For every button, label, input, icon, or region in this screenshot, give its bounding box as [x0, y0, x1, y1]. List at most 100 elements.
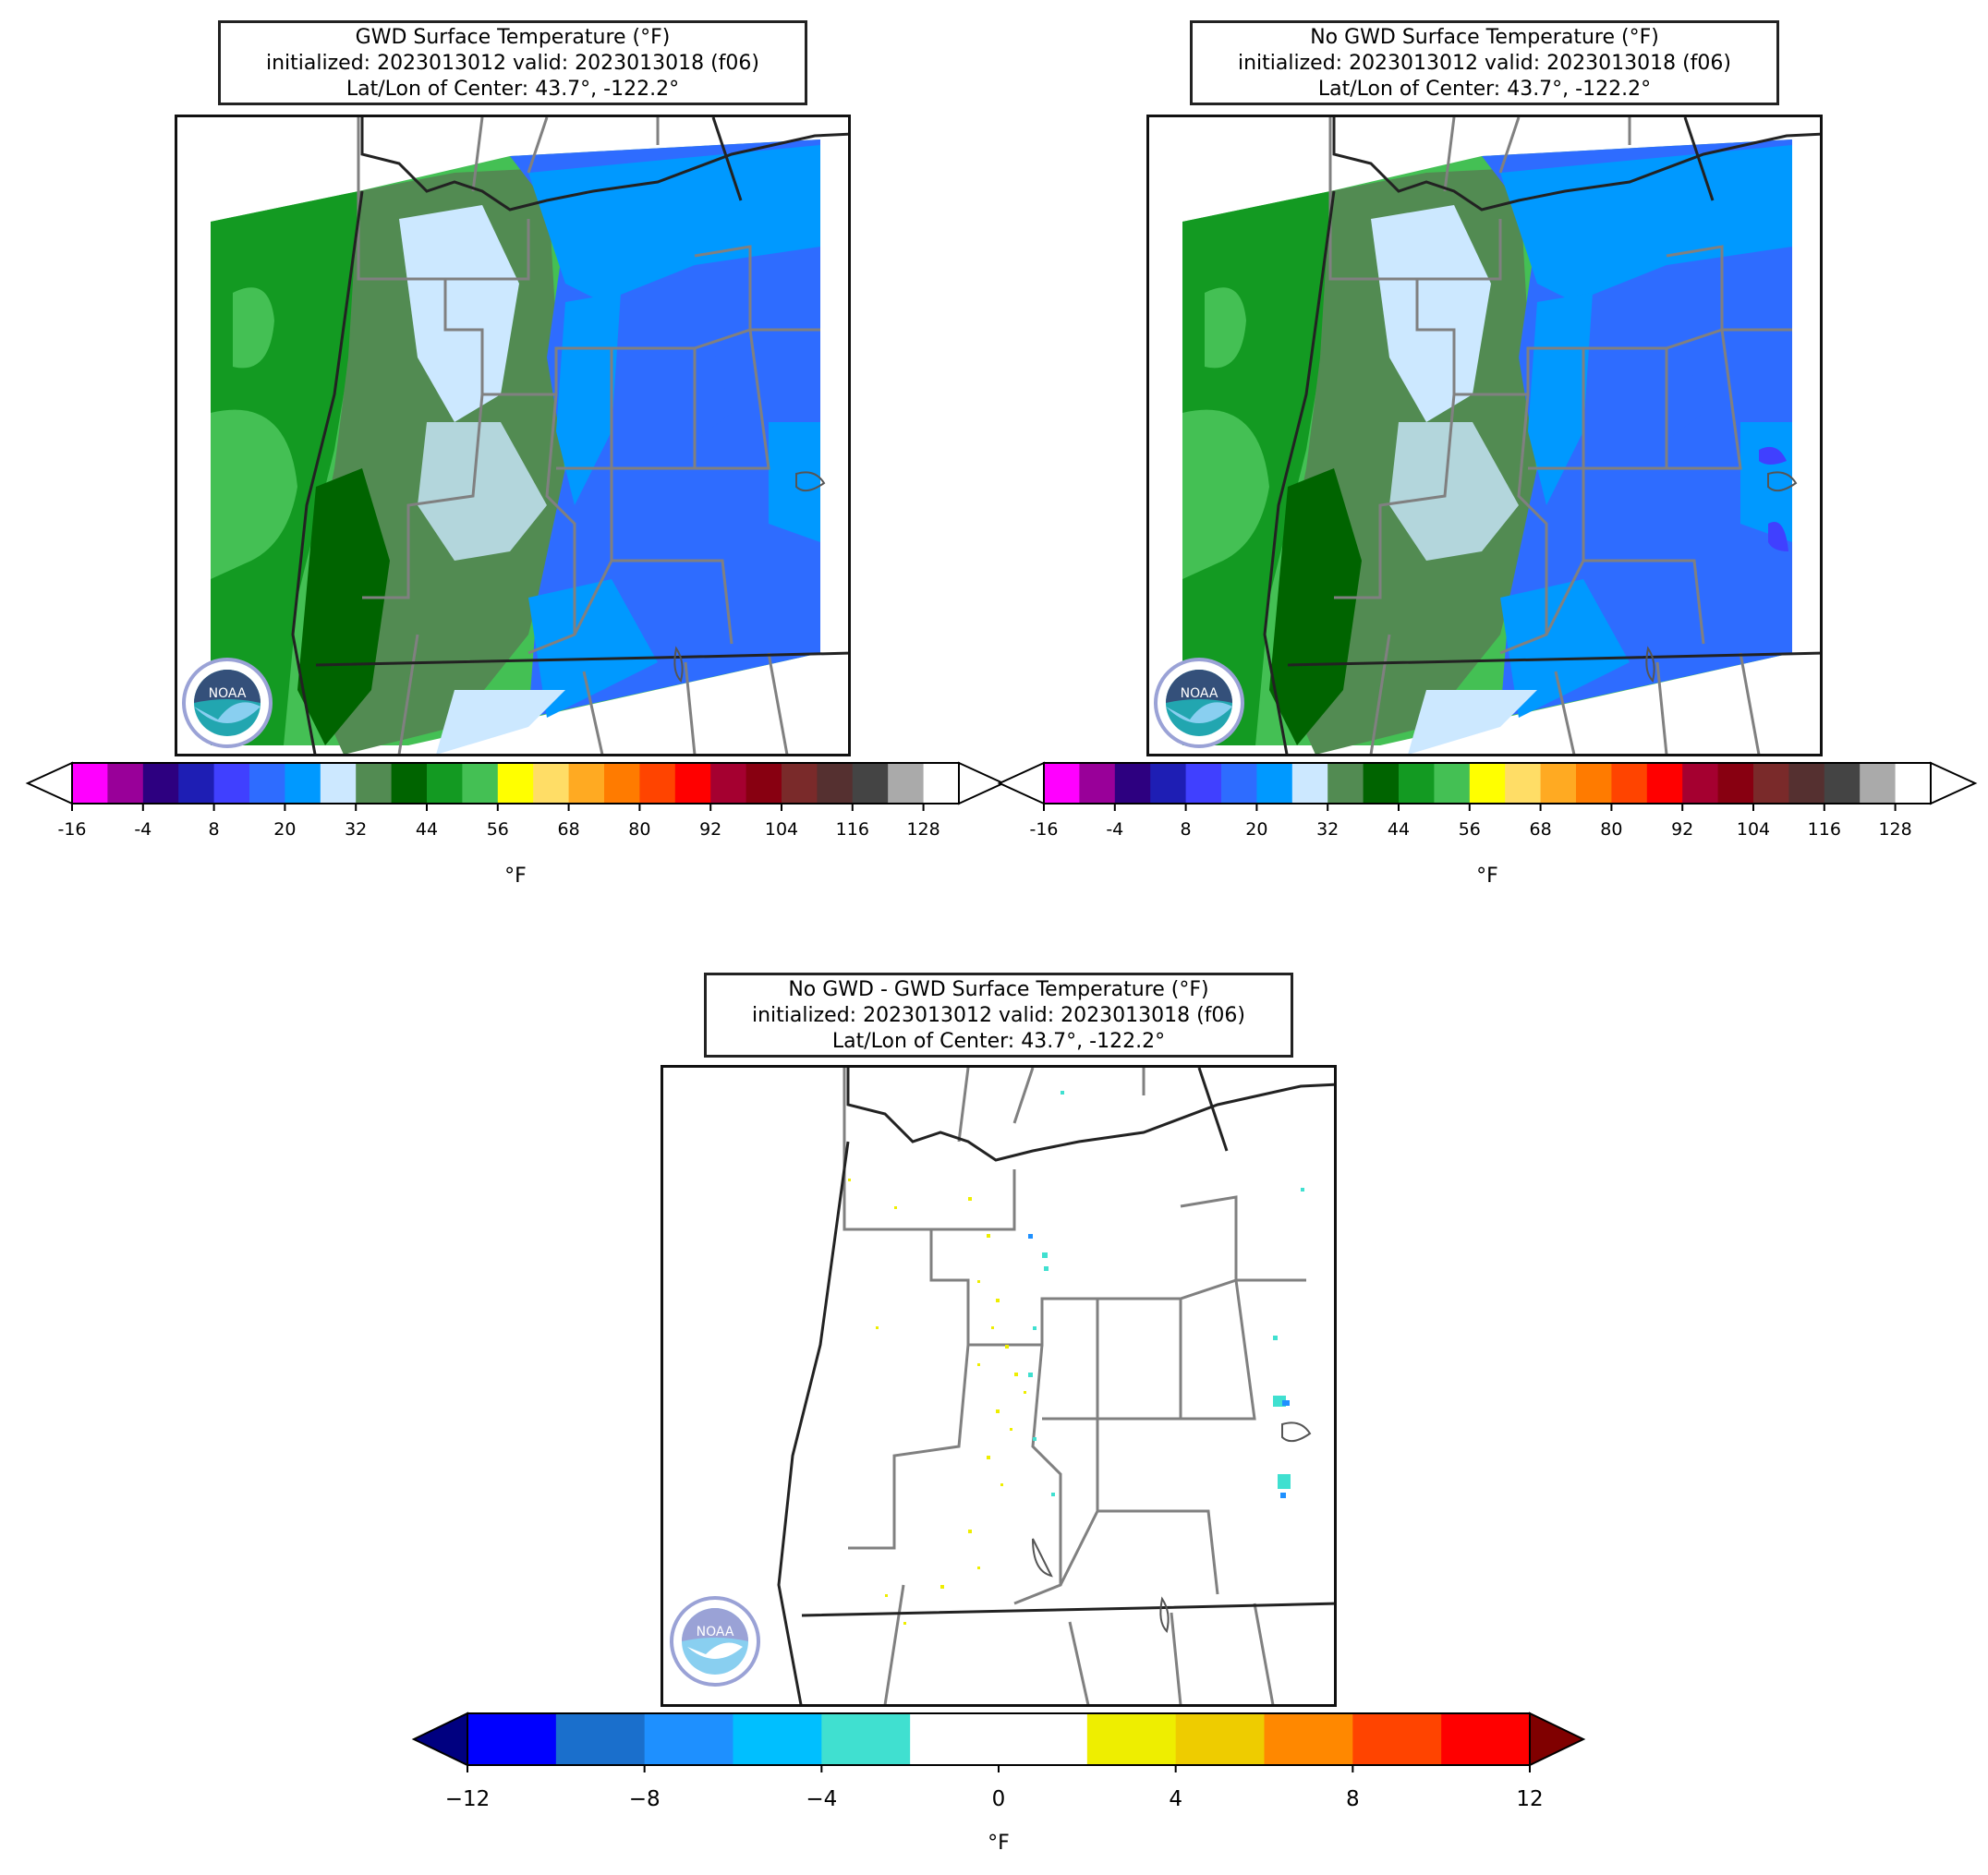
- panel-nogwd-title: No GWD Surface Temperature (°F) initiali…: [1190, 20, 1779, 105]
- temp-cbar-nogwd-tick-label: 68: [1530, 819, 1552, 840]
- temp-cbar-nogwd-color-cell: [1150, 763, 1187, 804]
- temp-cbar-gwd-tick-label: 104: [765, 819, 798, 840]
- diff-speckles-blue: [1028, 1234, 1290, 1498]
- temp-cbar-gwd-color-cell: [72, 763, 108, 804]
- panel-diff-map-svg: NOAA: [670, 1068, 1334, 1704]
- temp-cbar-gwd-color-cell: [462, 763, 499, 804]
- temp-cbar-nogwd-color-cell: [1221, 763, 1257, 804]
- panel-nogwd-title-line2: initialized: 2023013012 valid: 202301301…: [1238, 52, 1731, 75]
- diff-cbar-under-triangle: [411, 1712, 468, 1767]
- temp-cbar-nogwd-frame: [1043, 762, 1932, 804]
- temp-cbar-nogwd-color-cell: [1540, 763, 1577, 804]
- panel-diff-title-line3: Lat/Lon of Center: 43.7°, -122.2°: [831, 1030, 1166, 1053]
- panel-gwd-colorbar-svg: -16 -4 8 20 32 44 56 68 80 92 104 116 128: [25, 761, 1006, 840]
- temp-cbar-nogwd-color-cell: [1291, 763, 1328, 804]
- temp-cbar-gwd-tick-label: 8: [209, 819, 220, 840]
- diff-cbar-color-cell: [1086, 1713, 1177, 1765]
- noaa-logo-gwd: NOAA: [182, 658, 273, 748]
- temp-cbar-gwd-color-cell: [427, 763, 463, 804]
- temp-cbar-gwd-color-cell: [142, 763, 179, 804]
- panel-nogwd-colorbar-svg: -16 -4 8 20 32 44 56 68 80 92 104 116 128: [997, 761, 1978, 840]
- diff-cbar-tick-label: −4: [806, 1787, 837, 1811]
- diff-cbar-tick-label: 4: [1169, 1787, 1182, 1811]
- temp-cbar-gwd-tick-label: 44: [416, 819, 438, 840]
- panel-gwd-title: GWD Surface Temperature (°F) initialized…: [218, 20, 807, 105]
- panel-diff-colorbar-svg: −12 −8 −4 0 4 8 12: [411, 1712, 1586, 1811]
- panel-gwd-title-line2: initialized: 2023013012 valid: 202301301…: [266, 52, 759, 75]
- temp-cbar-nogwd-color-cell: [1717, 763, 1754, 804]
- temp-cbar-gwd-color-cell: [923, 763, 960, 804]
- svg-text:NOAA: NOAA: [209, 686, 247, 701]
- temp-cbar-gwd-color-cell: [674, 763, 711, 804]
- panel-nogwd-map-svg: NOAA: [1154, 117, 1820, 754]
- temp-cbar-nogwd-tick-label: 80: [1600, 819, 1622, 840]
- temp-cbar-gwd-color-cell: [533, 763, 570, 804]
- temp-cbar-nogwd-tick-label: 56: [1459, 819, 1481, 840]
- temp-cbar-gwd-tick-label: 128: [906, 819, 939, 840]
- temp-cbar-gwd-tick-label: 32: [345, 819, 367, 840]
- panel-diff-colorbar: −12 −8 −4 0 4 8 12 °F: [411, 1712, 1586, 1869]
- diff-cbar-color-cell: [733, 1713, 822, 1765]
- temp-cbar-gwd-color-cell: [213, 763, 250, 804]
- temp-cbar-gwd-frame: [71, 762, 960, 804]
- svg-text:NOAA: NOAA: [1181, 686, 1218, 701]
- diff-cbar-color-cell: [467, 1713, 557, 1765]
- temp-cbar-gwd-color-cell: [249, 763, 285, 804]
- temp-cbar-gwd-color-cell: [568, 763, 605, 804]
- temp-cbar-nogwd-color-cell: [1576, 763, 1612, 804]
- panel-nogwd-title-line1: No GWD Surface Temperature (°F): [1310, 26, 1659, 49]
- panel-gwd-map-svg: NOAA: [182, 117, 848, 754]
- temp-cbar-nogwd-tick-label: 8: [1181, 819, 1192, 840]
- temp-cbar-gwd-color-cell: [391, 763, 428, 804]
- temp-cbar-gwd-color-cell: [285, 763, 321, 804]
- panel-gwd-map: NOAA: [175, 115, 851, 756]
- temp-cbar-gwd-color-cell: [604, 763, 640, 804]
- temp-cbar-nogwd-tick-label: 20: [1245, 819, 1267, 840]
- temp-cbar-nogwd-color-cell: [1256, 763, 1293, 804]
- diff-cbar-color-cell: [1175, 1713, 1265, 1765]
- temp-cbar-nogwd-color-cell: [1824, 763, 1861, 804]
- noaa-logo-diff: NOAA: [670, 1596, 760, 1687]
- diff-cbar-tick-label: 8: [1346, 1787, 1360, 1811]
- temp-cbar-nogwd-tick-label: 32: [1316, 819, 1339, 840]
- diff-cbar-tick-label: −8: [629, 1787, 661, 1811]
- diff-cbar-color-cell: [644, 1713, 733, 1765]
- diff-speckles-cyan: [1028, 1091, 1304, 1496]
- temp-cbar-nogwd-color-cell: [1363, 763, 1400, 804]
- temp-cbar-gwd-color-cell: [710, 763, 747, 804]
- temp-cbar-nogwd-color-cell: [1860, 763, 1897, 804]
- temp-cbar-nogwd-color-cell: [1788, 763, 1825, 804]
- temp-cbar-nogwd-color-cell: [1646, 763, 1683, 804]
- diff-cbar-color-cell: [1352, 1713, 1442, 1765]
- temp-cbar-gwd-color-cell: [746, 763, 782, 804]
- diff-cbar-color-cell: [555, 1713, 646, 1765]
- temp-cbar-gwd-tick-label: -4: [134, 819, 152, 840]
- panel-nogwd-colorbar: -16 -4 8 20 32 44 56 68 80 92 104 116 128 °F: [997, 761, 1978, 900]
- temp-cbar-gwd-color-cell: [639, 763, 676, 804]
- temp-cbar-nogwd-color-cell: [1682, 763, 1719, 804]
- temp-cbar-nogwd-color-cell: [1079, 763, 1116, 804]
- diff-cbar-color-cell: [1441, 1713, 1531, 1765]
- temp-cbar-nogwd-color-cell: [1327, 763, 1364, 804]
- panel-diff-map: NOAA: [661, 1065, 1337, 1707]
- temp-cbar-gwd-color-cell: [178, 763, 215, 804]
- temp-cbar-gwd-color-cell: [107, 763, 144, 804]
- temp-cbar-gwd-tick-label: -16: [57, 819, 86, 840]
- temp-cbar-nogwd-color-cell: [1611, 763, 1648, 804]
- panel-nogwd-map: NOAA: [1146, 115, 1823, 756]
- temp-cbar-gwd-tick-label: 80: [628, 819, 650, 840]
- diff-cbar-color-cell: [910, 1713, 1000, 1765]
- temp-cbar-nogwd-tick-label: 92: [1671, 819, 1693, 840]
- temp-cbar-gwd-color-cell: [817, 763, 854, 804]
- temp-cbar-nogwd-color-cell: [1469, 763, 1506, 804]
- temp-cbar-nogwd-under-triangle: [997, 761, 1045, 805]
- panel-gwd-colorbar: -16 -4 8 20 32 44 56 68 80 92 104 116 128 °F: [25, 761, 1006, 900]
- panel-diff-title: No GWD - GWD Surface Temperature (°F) in…: [704, 973, 1293, 1058]
- diff-speckles: [848, 1179, 1026, 1625]
- temp-cbar-gwd-over-triangle: [958, 761, 1006, 805]
- diff-cbar-tick-label: 12: [1516, 1787, 1543, 1811]
- temp-cbar-nogwd-tick-label: -4: [1106, 819, 1123, 840]
- temp-cbar-nogwd-tick-label: 104: [1737, 819, 1770, 840]
- panel-nogwd-title-line3: Lat/Lon of Center: 43.7°, -122.2°: [1317, 78, 1652, 101]
- temp-cbar-nogwd-tick-label: -16: [1029, 819, 1058, 840]
